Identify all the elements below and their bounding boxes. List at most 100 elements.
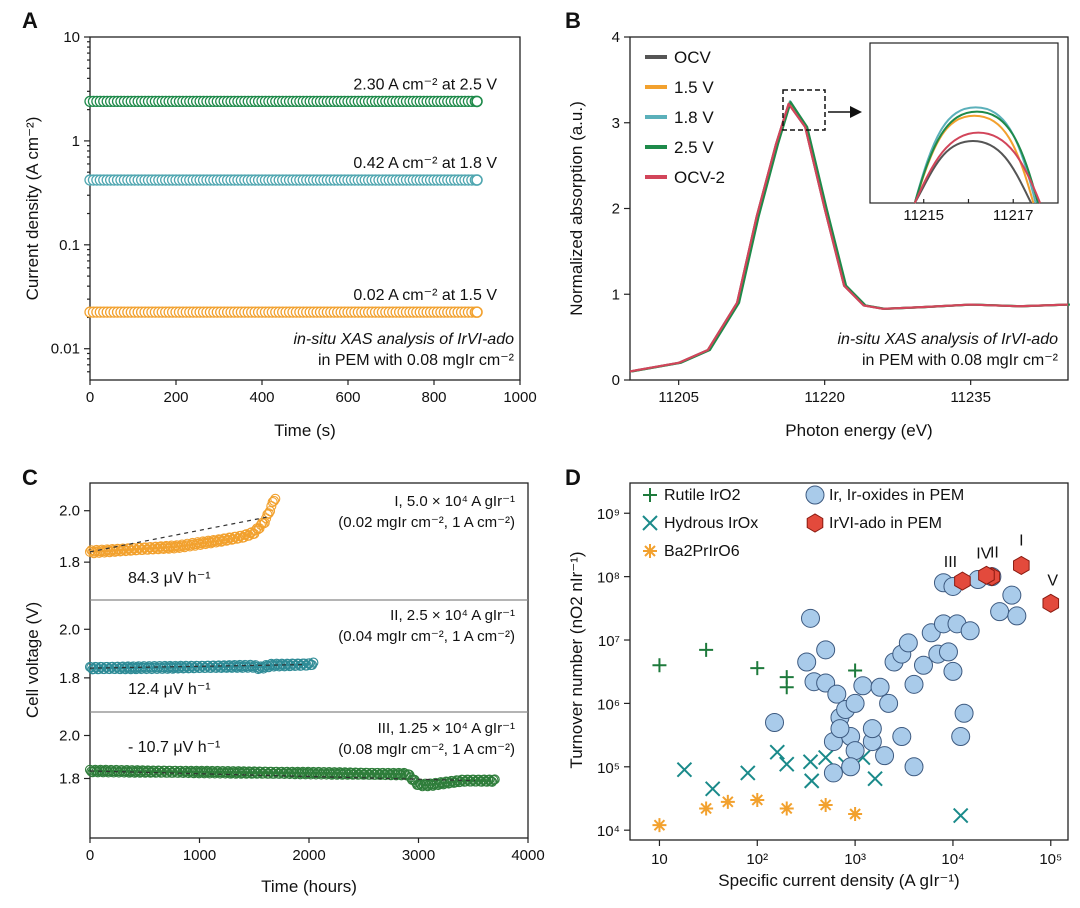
data-point-circle [765, 712, 785, 732]
x-tick-label: 0 [86, 389, 94, 406]
x-tick-label: 10³ [844, 851, 866, 868]
legend-label: IrVI-ado in PEM [829, 515, 942, 532]
data-point-circle [805, 485, 825, 505]
x-tick-label: 10⁴ [941, 851, 964, 868]
y-tick-label: 1.8 [59, 771, 80, 788]
x-tick-label: 10⁵ [1039, 851, 1062, 868]
data-point-hexagon [978, 565, 995, 585]
y-tick-label: 1.8 [59, 670, 80, 687]
data-point-circle [913, 655, 933, 675]
data-point [267, 496, 278, 508]
y-tick-label: 2.0 [59, 503, 80, 520]
data-point-circle [816, 640, 836, 660]
inset-tick-label: 11215 [903, 207, 944, 224]
point-label: I [1019, 532, 1023, 549]
x-tick-label: 4000 [511, 847, 544, 864]
x-tick-label: 800 [421, 389, 446, 406]
data-point-hexagon [1042, 593, 1060, 613]
data-point-circle [875, 746, 895, 766]
data-point [487, 776, 498, 787]
y-tick-label: 0.01 [51, 341, 80, 358]
data-point-circle [797, 652, 817, 672]
data-point-end [471, 306, 483, 318]
data-point [241, 529, 252, 540]
data-point-circle [1007, 606, 1027, 626]
x-tick-label: 3000 [402, 847, 435, 864]
data-point-plus [699, 642, 714, 657]
annotation-line-1: in-situ XAS analysis of IrVI-ado [837, 331, 1058, 348]
data-point-plus [848, 663, 863, 678]
data-point-asterisk [652, 818, 667, 833]
point-label: IV [976, 546, 991, 563]
data-point-circle [827, 684, 847, 704]
panel-d: 10 10² 10³ 10⁴ 10⁵ 10⁴ 10⁵ 10⁶ 10⁷ 10⁸ 10⁹ Specific… [567, 482, 1069, 890]
y-axis-label: Cell voltage (V) [23, 602, 42, 718]
legend-label: Hydrous IrOx [664, 515, 758, 532]
data-point-x [817, 749, 834, 766]
data-point [263, 508, 274, 519]
data-point-circle [845, 741, 865, 761]
rate-label: 12.4 μV h⁻¹ [128, 681, 211, 698]
data-point-hexagon [954, 571, 971, 591]
legend-label: OCV-2 [674, 168, 725, 187]
data-point-x [642, 515, 658, 531]
data-point-asterisk [818, 797, 833, 812]
y-tick-label: 1 [72, 133, 80, 150]
inset-frame [869, 42, 1059, 204]
data-point [308, 657, 319, 668]
data-point-hexagon [1013, 555, 1030, 576]
data-point [236, 530, 247, 541]
subplot-label-1: I, 5.0 × 10⁴ A gIr⁻¹ [394, 493, 515, 510]
legend-label: Ba2PrIrO6 [664, 543, 740, 560]
y-tick-label: 0.1 [59, 237, 80, 254]
x-tick-label: 10 [651, 851, 668, 868]
inset-curve [913, 131, 1042, 204]
legend-label: 1.5 V [674, 78, 714, 97]
data-point-circle [943, 661, 963, 681]
data-point-circle [904, 757, 924, 777]
legend-label: Rutile IrO2 [664, 487, 741, 504]
y-tick-label: 10⁶ [597, 696, 620, 713]
plot-frame [89, 36, 521, 381]
xas-curve [629, 102, 1069, 373]
data-point-circle [853, 676, 873, 696]
data-point-x [803, 773, 820, 789]
data-point-circle [801, 608, 821, 628]
y-tick-label: 10⁵ [597, 760, 620, 777]
y-axis-label: Normalized absorption (a.u.) [567, 101, 586, 315]
subplot-label-2: (0.04 mgIr cm⁻², 1 A cm⁻²) [338, 628, 515, 645]
data-point [301, 660, 312, 671]
x-tick-label: 11220 [804, 389, 845, 406]
panel-a: 0 200 400 600 800 1000 0.01 0.1 1 10 Time (s) Curre… [23, 29, 537, 440]
data-point-circle [862, 719, 882, 739]
data-point-plus [652, 658, 667, 673]
x-tick-label: 10² [746, 851, 768, 868]
data-point-asterisk [779, 801, 794, 816]
y-tick-label: 10⁷ [598, 633, 620, 650]
fit-line [89, 664, 304, 669]
point-label: V [1047, 572, 1058, 589]
data-point-x [676, 761, 693, 778]
data-point-end [471, 174, 483, 186]
inset-tick-label: 11217 [993, 207, 1034, 224]
data-point [268, 495, 280, 506]
data-point [264, 506, 276, 517]
data-point-asterisk [643, 544, 657, 558]
x-tick-label: 0 [86, 847, 94, 864]
x-tick-label: 11205 [658, 389, 699, 406]
y-axis-label: Turnover number (nO2 nIr⁻¹) [567, 551, 586, 768]
inset-curve [913, 139, 1033, 204]
legend-label: Ir, Ir-oxides in PEM [829, 487, 964, 504]
panel-c: 0 1000 2000 3000 4000 Time (hours) Cell voltag… [23, 482, 545, 896]
data-point-x [867, 770, 883, 787]
x-axis-label: Time (s) [274, 421, 336, 440]
legend-label: 1.8 V [674, 108, 714, 127]
plot-frame [629, 482, 1069, 841]
data-point-asterisk [750, 792, 765, 807]
data-point [262, 509, 273, 520]
y-tick-label: 2.0 [59, 621, 80, 638]
y-axis-label: Current density (A cm⁻²) [23, 117, 42, 301]
rate-label: 84.3 μV h⁻¹ [128, 570, 211, 587]
point-label: II [990, 544, 999, 561]
